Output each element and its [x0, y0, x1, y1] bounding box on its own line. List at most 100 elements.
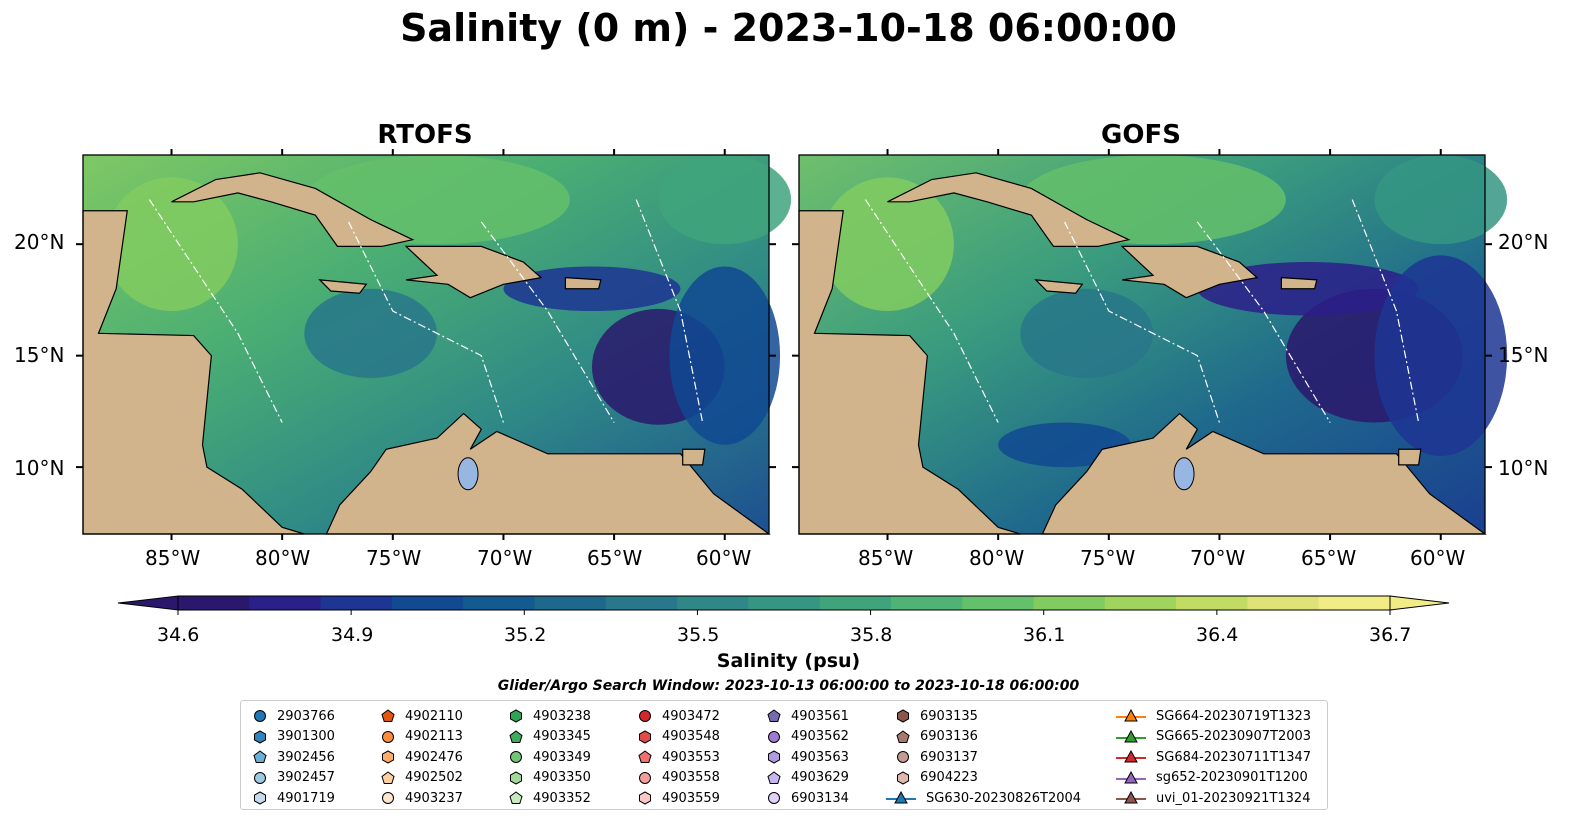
- legend-item-label: 4903345: [533, 729, 591, 744]
- legend-item: 4902113: [381, 727, 463, 747]
- lat-tick-label: 15°N: [14, 343, 65, 367]
- legend-marker-icon: [382, 750, 394, 764]
- legend-item-label: 3901300: [277, 729, 335, 744]
- legend-item: 4903559: [638, 788, 720, 808]
- lon-tick-label: 65°W: [1301, 546, 1357, 570]
- legend-marker-icon: [768, 750, 780, 764]
- legend-item: SG664-20230719T1323: [1116, 706, 1311, 726]
- land: [1041, 412, 1487, 535]
- lon-tick-label: 75°W: [1080, 546, 1136, 570]
- legend: 2903766 3901300 3902456 3902457 4901719 49021…: [240, 700, 1328, 810]
- legend-item: 4903472: [638, 706, 720, 726]
- colorbar-segment: [1104, 596, 1177, 610]
- salinity-feature: [821, 177, 954, 312]
- land: [1398, 448, 1422, 466]
- legend-marker-icon: [1116, 709, 1146, 722]
- salinity-feature: [658, 155, 792, 245]
- eez-boundary: [1351, 199, 1420, 423]
- legend-item: 6903135: [896, 706, 978, 726]
- colorbar-extend-high: [1389, 595, 1450, 611]
- colorbar-title: Salinity (psu): [716, 650, 861, 672]
- eez-boundary: [1196, 221, 1331, 423]
- colorbar-segment: [1176, 596, 1248, 610]
- search-window-note: Glider/Argo Search Window: 2023-10-13 06…: [497, 678, 1080, 694]
- colorbar-tick-label: 36.7: [1369, 624, 1412, 646]
- legend-marker-icon: [254, 710, 266, 722]
- legend-item-label: 4902476: [405, 749, 463, 765]
- colorbar-segment: [463, 596, 535, 610]
- lat-tick-label: 20°N: [1498, 230, 1549, 254]
- legend-item: 3902457: [253, 768, 335, 788]
- legend-item: 4903345: [509, 727, 591, 747]
- legend-item: 4903237: [381, 788, 463, 808]
- legend-item-label: 4903558: [662, 770, 720, 785]
- legend-marker-icon: [896, 729, 910, 743]
- map-frame: [798, 154, 1486, 535]
- lon-tick-label: 70°W: [1190, 546, 1246, 570]
- colorbar-tick-label: 35.8: [850, 624, 893, 646]
- legend-item: 4903563: [767, 747, 849, 767]
- map-frame: [82, 154, 770, 535]
- lon-tick-label: 60°W: [696, 546, 752, 570]
- land: [318, 279, 368, 294]
- salinity-feature: [304, 288, 438, 378]
- legend-item-label: 3902457: [277, 770, 335, 785]
- land: [404, 245, 543, 299]
- gofs-map-panel: [792, 149, 1508, 540]
- colorbar-segment: [890, 596, 963, 610]
- legend-marker-icon: [509, 791, 523, 804]
- figure-title: Salinity (0 m) - 2023-10-18 06:00:00: [400, 6, 1177, 50]
- salinity-feature: [105, 177, 238, 312]
- legend-marker-icon: [768, 730, 780, 743]
- land: [171, 172, 415, 248]
- legend-marker-icon: [638, 750, 652, 763]
- legend-item-label: SG684-20230711T1347: [1156, 749, 1312, 765]
- legend-item-label: 6903134: [791, 790, 849, 806]
- rtofs-map-panel: [76, 149, 792, 540]
- colorbar-segment: [534, 596, 607, 610]
- colorbar-segment: [677, 596, 749, 610]
- lake: [1173, 457, 1195, 491]
- lat-tick-label: 10°N: [1498, 456, 1549, 480]
- land: [1034, 279, 1084, 294]
- legend-item-label: 4903472: [662, 708, 720, 724]
- legend-marker-icon: [639, 771, 651, 784]
- legend-item: 4903352: [509, 788, 591, 808]
- legend-marker-icon: [254, 729, 266, 744]
- legend-item-label: 6903136: [920, 729, 978, 744]
- lon-tick-label: 85°W: [858, 546, 914, 570]
- legend-item: 6904223: [896, 768, 978, 788]
- colorbar-segment: [391, 596, 464, 610]
- legend-item: 6903136: [896, 727, 978, 747]
- legend-marker-icon: [1116, 770, 1146, 783]
- colorbar-tick-label: 35.2: [504, 624, 547, 646]
- legend-marker-icon: [639, 729, 651, 744]
- legend-item-label: 4902110: [405, 708, 463, 724]
- legend-marker-icon: [509, 729, 523, 743]
- legend-item-label: 6903135: [920, 708, 978, 724]
- eez-boundary: [1064, 221, 1221, 423]
- legend-marker-icon: [510, 709, 522, 723]
- legend-marker-icon: [382, 792, 394, 804]
- legend-item-label: 2903766: [277, 708, 335, 724]
- legend-marker-icon: [639, 710, 651, 722]
- colorbar-segment: [1247, 596, 1320, 610]
- legend-item: 4903350: [509, 768, 591, 788]
- land: [887, 172, 1131, 248]
- legend-marker-icon: [510, 770, 522, 785]
- colorbar-segment: [819, 596, 892, 610]
- legend-item: 4902110: [381, 706, 463, 726]
- colorbar-segment: [605, 596, 678, 610]
- legend-marker-icon: [1116, 750, 1146, 763]
- legend-item-label: 4901719: [277, 790, 335, 806]
- colorbar-segment: [249, 596, 322, 610]
- legend-marker-icon: [768, 792, 780, 804]
- legend-item: SG684-20230711T1347: [1116, 747, 1311, 767]
- legend-item-label: 4903237: [405, 790, 463, 806]
- colorbar: [117, 595, 1450, 615]
- legend-item-label: 4903561: [791, 708, 849, 724]
- colorbar-tick-label: 35.5: [677, 624, 720, 646]
- lat-tick-label: 15°N: [1498, 343, 1549, 367]
- legend-item: 3902456: [253, 747, 335, 767]
- land: [325, 412, 771, 535]
